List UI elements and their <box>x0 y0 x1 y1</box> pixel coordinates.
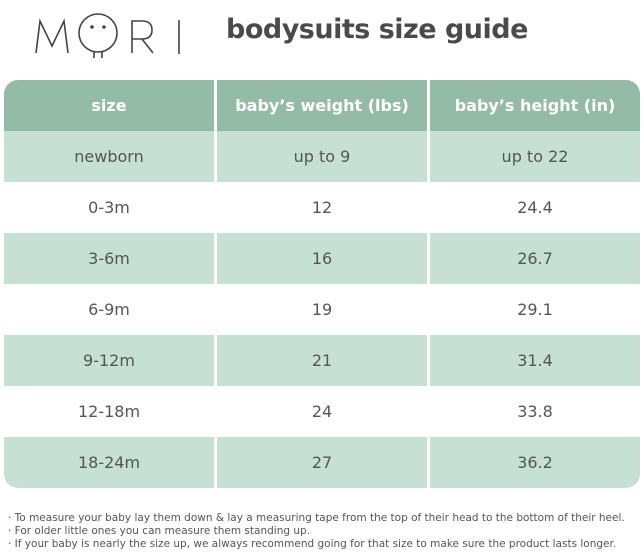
header-height: baby’s height (in) <box>430 80 640 131</box>
cell-height: 36.2 <box>430 437 640 488</box>
cell-size: 0-3m <box>4 182 217 233</box>
note: · For older little ones you can measure … <box>8 525 311 537</box>
cell-size: 9-12m <box>4 335 217 386</box>
header-size: size <box>4 80 217 131</box>
cell-height: 26.7 <box>430 233 640 284</box>
note: · If your baby is nearly the size up, we… <box>8 538 617 550</box>
cell-height: 31.4 <box>430 335 640 386</box>
cell-size: 3-6m <box>4 233 217 284</box>
cell-height: 33.8 <box>517 402 553 421</box>
cell-height: 29.1 <box>517 300 553 319</box>
cell-weight: 27 <box>217 437 430 488</box>
table-row: 3-6m 16 26.7 <box>4 233 640 284</box>
cell-size: 6-9m <box>4 284 217 335</box>
table-row: 0-3m 12 24.4 <box>4 182 640 233</box>
cell-weight: 19 <box>217 284 430 335</box>
cell-weight: 16 <box>217 233 430 284</box>
cell-size: 12-18m <box>4 386 217 437</box>
cell-size: newborn <box>4 131 217 182</box>
header-weight: baby’s weight (lbs) <box>217 80 430 131</box>
table-header: size baby’s weight (lbs) baby’s height (… <box>4 80 640 131</box>
note: · To measure your baby lay them down & l… <box>8 512 625 524</box>
notes: · To measure your baby lay them down & l… <box>8 512 625 551</box>
cell-weight: 24 <box>217 386 430 437</box>
table-row: 12-18m 24 33.8 <box>4 386 640 437</box>
cell-height: up to 22 <box>430 131 640 182</box>
page-title: bodysuits size guide <box>226 14 528 45</box>
cell-weight: 12 <box>217 182 430 233</box>
mori-logo <box>35 13 180 58</box>
size-table: size baby’s weight (lbs) baby’s height (… <box>4 80 640 488</box>
table-row: 18-24m 27 36.2 <box>4 437 640 488</box>
cell-size: 18-24m <box>4 437 217 488</box>
table-row: 6-9m 19 29.1 <box>4 284 640 335</box>
cell-weight: 21 <box>217 335 430 386</box>
cell-height: 24.4 <box>517 198 553 217</box>
table-row: 9-12m 21 31.4 <box>4 335 640 386</box>
table-row: newborn up to 9 up to 22 <box>4 131 640 182</box>
cell-weight: up to 9 <box>217 131 430 182</box>
